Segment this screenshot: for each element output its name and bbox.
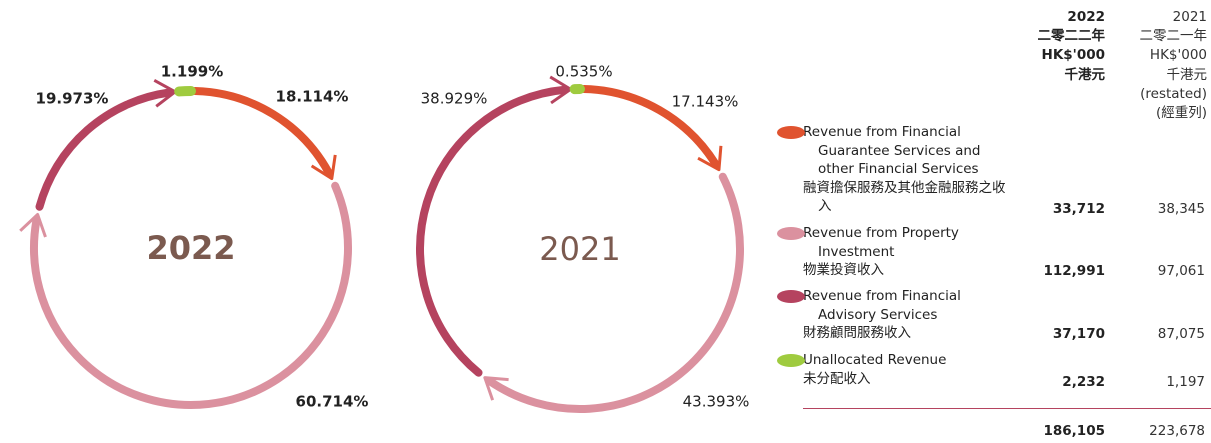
value-2021: 97,061 <box>1157 262 1205 279</box>
value-2021: 1,197 <box>1166 373 1205 390</box>
table-row: Revenue from Property Investment 物業投資收入 11… <box>777 224 1211 280</box>
label-chinese: 未分配收入 <box>803 370 871 387</box>
label-english: Revenue from Property Investment <box>803 225 959 260</box>
data-label: 60.714% <box>296 393 369 411</box>
row-label: Revenue from Financial Guarantee Service… <box>777 123 1018 216</box>
label-english: Revenue from Financial Advisory Services <box>803 288 961 323</box>
legend-dot <box>777 227 805 240</box>
ring-segment <box>416 85 569 377</box>
value-2021: 87,075 <box>1157 325 1205 342</box>
table-row: Unallocated Revenue 未分配收入 2,232 1,197 <box>777 351 1211 391</box>
header-line: 千港元 <box>1064 66 1106 83</box>
total-2021: 223,678 <box>1149 423 1205 439</box>
data-label: 0.535% <box>555 63 612 81</box>
total-2022: 186,105 <box>1043 423 1106 439</box>
arrowhead <box>483 376 509 401</box>
ring-segment <box>580 85 720 169</box>
label-chinese: 融資擔保服務及其他金融服務之收入 <box>803 179 1006 215</box>
label-chinese: 財務顧問服務收入 <box>803 325 911 341</box>
header-line: HK$'000 <box>1149 47 1207 64</box>
header-line: 千港元 <box>1166 66 1208 83</box>
value-2021: 38,345 <box>1157 200 1205 217</box>
header-line: 二零二二年 <box>1037 28 1106 45</box>
row-label: Unallocated Revenue 未分配收入 <box>777 351 1018 388</box>
header-2022: 2022 二零二二年 HK$'000 千港元 <box>1038 8 1106 85</box>
header-line: 二零二一年 <box>1139 28 1208 45</box>
value-2022: 112,991 <box>1043 262 1106 279</box>
ring-segment <box>30 181 352 409</box>
row-label: Revenue from Property Investment 物業投資收入 <box>777 224 1018 280</box>
arrowhead <box>697 145 723 172</box>
value-2022: 33,712 <box>1052 200 1105 217</box>
data-label: 43.393% <box>683 393 750 411</box>
header-line: (restated) <box>1140 85 1207 102</box>
label-chinese: 物業投資收入 <box>803 262 884 278</box>
header-2021: 2021 二零二一年 HK$'000 千港元 (restated) (經重列) <box>1140 8 1208 123</box>
header-line: HK$'000 <box>1041 47 1105 64</box>
chart-center-title: 2022 <box>146 229 235 267</box>
ring-segment <box>485 172 744 413</box>
data-label: 17.143% <box>672 93 739 111</box>
data-label: 18.114% <box>276 88 349 106</box>
legend-dot <box>777 290 805 303</box>
value-2022: 2,232 <box>1062 373 1105 390</box>
chart-center-title: 2021 <box>539 230 620 268</box>
label-english: Revenue from Financial Guarantee Service… <box>803 124 981 177</box>
header-line: (經重列) <box>1155 105 1207 122</box>
header-line: 2022 <box>1067 9 1105 25</box>
ring-segment <box>191 87 334 178</box>
legend-dot <box>777 354 805 367</box>
data-label: 1.199% <box>161 63 223 81</box>
table-row: Revenue from Financial Guarantee Service… <box>777 123 1211 218</box>
value-2022: 37,170 <box>1052 325 1105 342</box>
charts: 2022 18.114% 60.714% 19.973% 1.199% 2021 17.14… <box>19 63 750 413</box>
data-label: 19.973% <box>36 90 109 108</box>
arrowhead <box>19 212 47 238</box>
header-line: 2021 <box>1172 9 1207 25</box>
divider <box>803 408 1211 409</box>
arrowhead <box>310 154 337 181</box>
row-label: Revenue from Financial Advisory Services… <box>777 287 1018 343</box>
ring-segment <box>35 88 174 211</box>
legend-dot <box>777 126 805 139</box>
data-label: 38.929% <box>421 90 488 108</box>
table-row: Revenue from Financial Advisory Services… <box>777 287 1211 343</box>
label-english: Unallocated Revenue <box>803 352 947 368</box>
